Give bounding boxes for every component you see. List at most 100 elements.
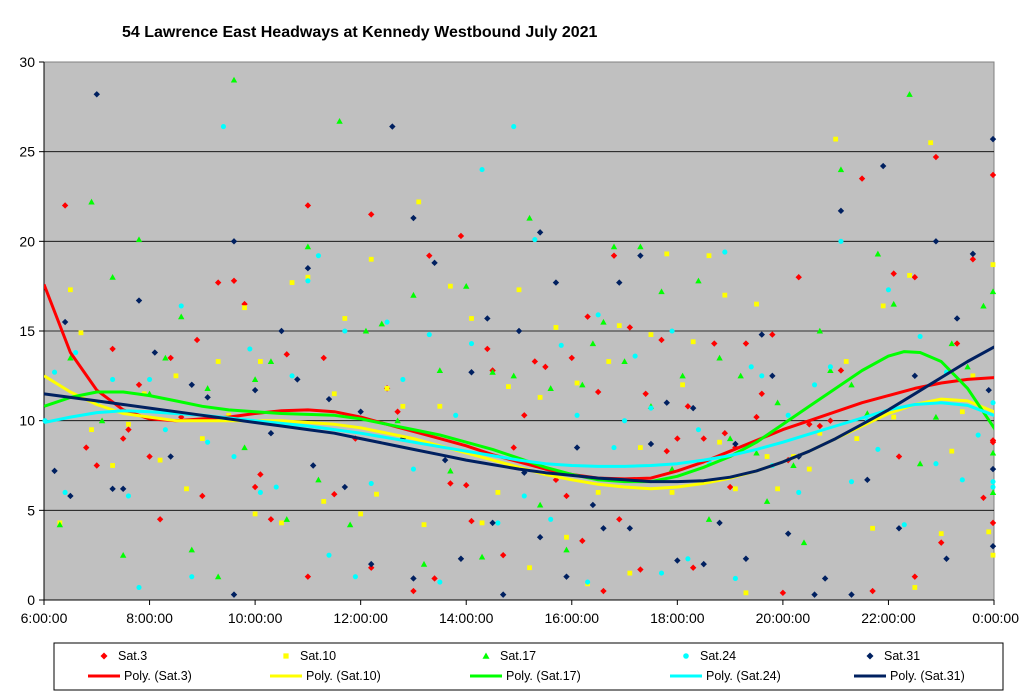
- data-point: [626, 324, 634, 331]
- data-point: [574, 412, 580, 418]
- legend-label: Poly. (Sat.3): [124, 669, 192, 683]
- data-point: [331, 490, 338, 498]
- x-tick-label: 0:00:00: [972, 610, 1019, 626]
- data-point: [135, 381, 143, 388]
- data-point: [410, 575, 417, 582]
- data-point: [136, 584, 142, 591]
- data-point: [837, 207, 845, 215]
- data-point: [542, 363, 549, 371]
- data-point: [806, 466, 812, 472]
- data-point: [916, 460, 924, 467]
- data-point: [331, 391, 337, 397]
- data-point: [215, 359, 221, 364]
- data-point: [989, 449, 997, 456]
- data-point: [774, 399, 781, 406]
- legend-marker: [283, 653, 289, 659]
- data-point: [764, 454, 770, 459]
- data-point: [685, 556, 691, 562]
- data-point: [837, 166, 845, 173]
- data-point: [932, 413, 940, 420]
- data-point: [431, 259, 438, 267]
- y-tick-label: 25: [19, 144, 35, 160]
- data-point: [658, 336, 665, 344]
- data-point: [89, 427, 94, 433]
- data-point: [943, 555, 950, 562]
- trendline-poly-sat-31: [44, 345, 994, 484]
- data-point: [664, 251, 670, 257]
- data-point: [616, 279, 623, 286]
- data-points: [42, 76, 997, 598]
- data-point: [637, 252, 644, 259]
- data-point: [706, 253, 712, 259]
- data-point: [716, 519, 723, 527]
- data-point: [278, 327, 285, 335]
- data-point: [447, 480, 454, 487]
- data-point: [885, 287, 892, 293]
- data-point: [858, 175, 866, 182]
- x-tick-label: 8:00:00: [126, 610, 173, 626]
- data-point: [135, 236, 143, 243]
- data-point: [315, 253, 322, 259]
- data-point: [769, 372, 776, 380]
- data-point: [468, 369, 475, 376]
- data-point: [796, 489, 802, 495]
- data-point: [938, 531, 944, 537]
- data-point: [384, 319, 390, 325]
- data-point: [579, 537, 586, 545]
- data-point: [848, 479, 855, 485]
- legend-label: Poly. (Sat.10): [306, 669, 381, 683]
- data-point: [51, 467, 58, 475]
- data-point: [790, 462, 797, 469]
- data-point: [325, 395, 333, 403]
- data-point: [214, 573, 222, 580]
- data-point: [912, 585, 918, 590]
- data-point: [911, 573, 919, 580]
- data-point: [453, 412, 459, 418]
- data-point: [642, 390, 649, 397]
- data-point: [305, 278, 311, 284]
- data-point: [431, 575, 438, 582]
- data-point: [722, 292, 728, 298]
- data-point: [199, 492, 206, 500]
- data-point: [870, 525, 876, 531]
- data-point: [763, 498, 771, 504]
- data-point: [563, 573, 570, 580]
- data-point: [394, 408, 401, 415]
- data-point: [726, 435, 734, 442]
- data-point: [420, 560, 428, 567]
- data-point: [56, 521, 64, 528]
- data-point: [658, 570, 665, 576]
- data-point: [188, 381, 195, 388]
- data-point: [537, 394, 543, 400]
- data-point: [674, 557, 681, 564]
- data-point: [895, 525, 903, 532]
- data-point: [506, 384, 511, 389]
- data-point: [891, 414, 897, 420]
- data-point: [689, 564, 697, 571]
- data-point: [674, 435, 681, 442]
- data-point: [109, 274, 116, 280]
- data-point: [585, 579, 591, 585]
- data-point: [637, 445, 643, 450]
- data-point: [568, 354, 575, 362]
- data-point: [722, 249, 728, 255]
- data-point: [230, 238, 238, 245]
- data-point: [989, 519, 997, 527]
- data-point: [110, 463, 116, 468]
- data-point: [917, 333, 923, 339]
- data-point: [742, 555, 750, 562]
- data-point: [384, 385, 390, 391]
- data-point: [205, 439, 211, 445]
- data-point: [326, 552, 332, 558]
- data-point: [743, 590, 749, 596]
- data-point: [315, 476, 322, 483]
- data-point: [970, 373, 976, 379]
- data-point: [989, 288, 997, 295]
- data-point: [362, 327, 370, 334]
- data-point: [989, 465, 997, 473]
- data-point: [231, 453, 237, 460]
- x-tick-label: 6:00:00: [21, 610, 68, 626]
- data-point: [188, 546, 195, 553]
- trendline-poly-sat-10: [44, 374, 994, 491]
- data-point: [368, 480, 374, 486]
